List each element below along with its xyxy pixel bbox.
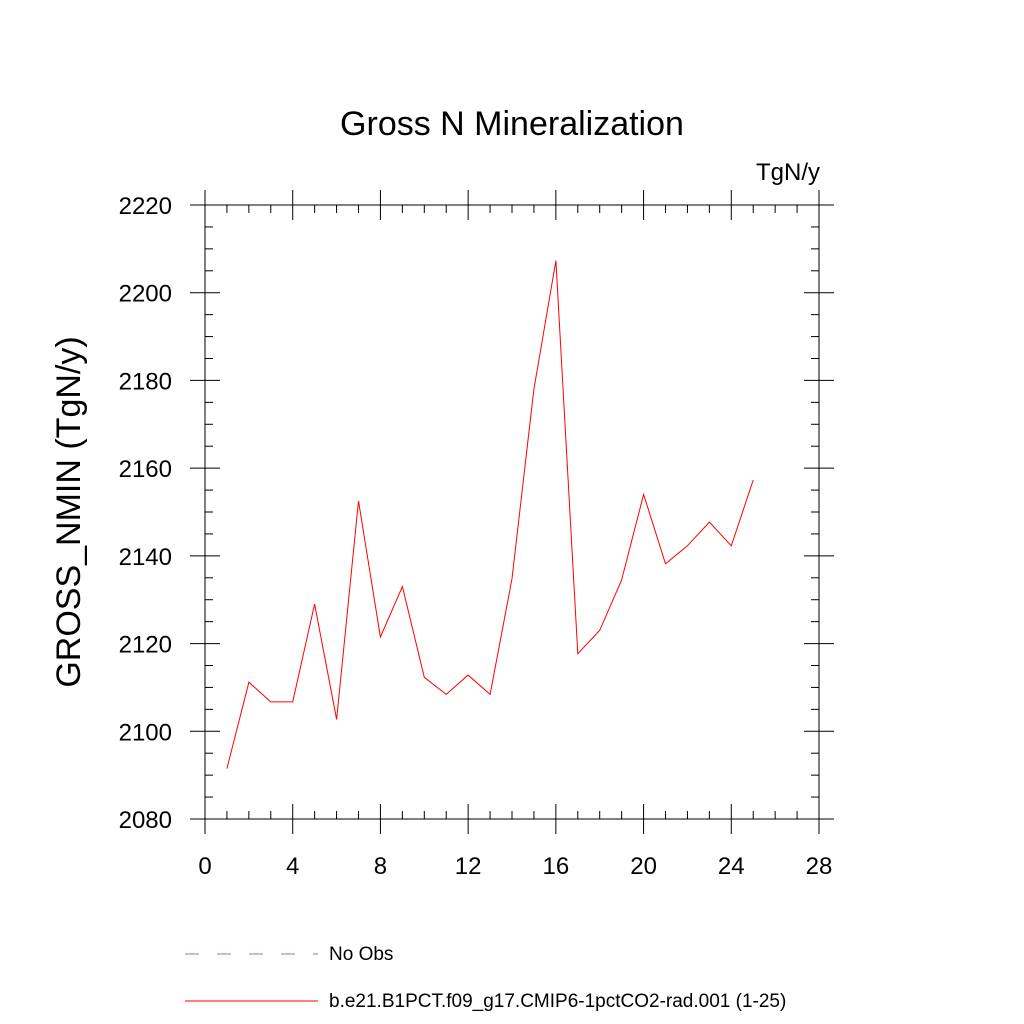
x-tick-labels: 0 4 8 12 16 20 24 28	[198, 853, 832, 880]
legend-label-model-run: b.e21.B1PCT.f09_g17.CMIP6-1pctCO2-rad.00…	[329, 991, 786, 1012]
units-label: TgN/y	[756, 159, 820, 186]
x-tick-label: 4	[286, 853, 299, 880]
x-tick-label: 20	[630, 853, 657, 880]
y-tick-label: 2160	[119, 456, 172, 483]
y-tick-label: 2120	[119, 632, 172, 659]
series-line	[226, 260, 754, 769]
legend: No Obs b.e21.B1PCT.f09_g17.CMIP6-1pctCO2…	[185, 944, 786, 1012]
chart-title: Gross N Mineralization	[340, 105, 684, 143]
x-tick-label: 28	[806, 853, 833, 880]
x-tick-label: 24	[718, 853, 745, 880]
y-tick-label: 2080	[119, 807, 172, 834]
x-tick-label: 8	[374, 853, 387, 880]
plot-frame	[204, 204, 820, 820]
y-tick-label: 2140	[119, 544, 172, 571]
x-tick-label: 16	[543, 853, 570, 880]
y-tick-label: 2100	[119, 719, 172, 746]
series-layer	[226, 260, 754, 769]
x-tick-label: 12	[455, 853, 482, 880]
y-tick-label: 2200	[119, 281, 172, 308]
y-tick-labels: 2080 2100 2120 2140 2160 2180 2200 2220	[119, 193, 172, 834]
y-tick-label: 2220	[119, 193, 172, 220]
y-tick-label: 2180	[119, 368, 172, 395]
x-tick-label: 0	[198, 853, 211, 880]
major-ticks	[190, 190, 834, 834]
minor-ticks	[205, 205, 819, 819]
y-axis-label: GROSS_NMIN (TgN/y)	[50, 336, 88, 687]
legend-label-no-obs: No Obs	[329, 944, 393, 965]
